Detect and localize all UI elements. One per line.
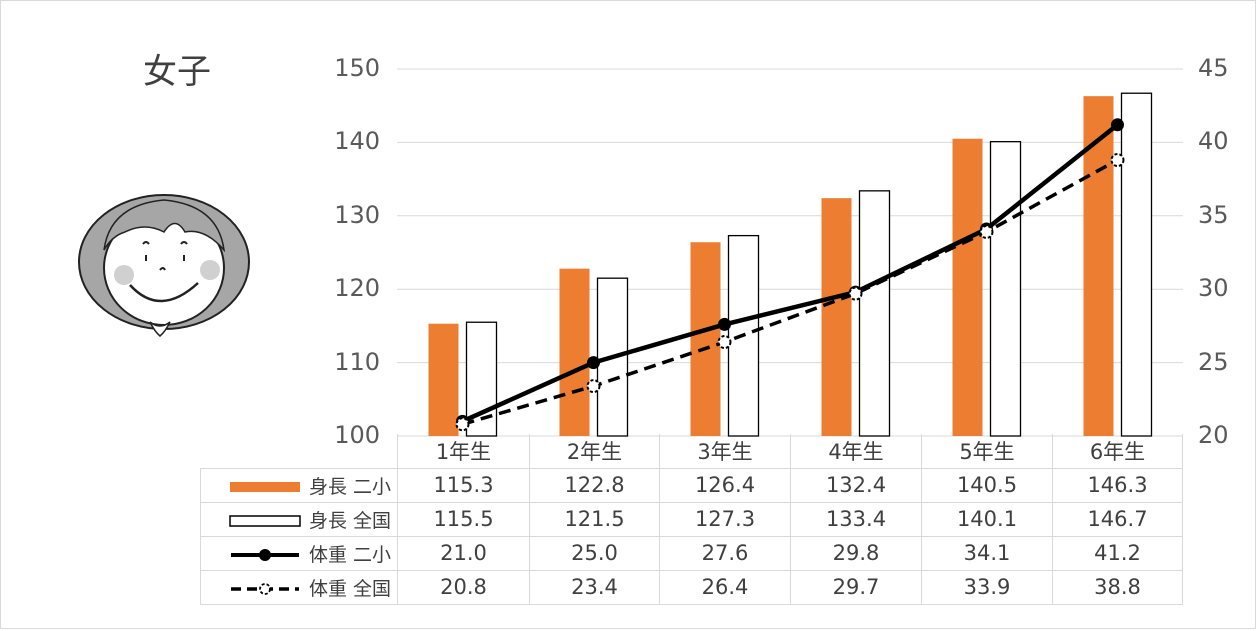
category-label: 5年生	[921, 434, 1053, 469]
bar-zenkoku-height	[989, 141, 1022, 437]
data-cell: 146.3	[1052, 467, 1183, 503]
legend-key-solid-line	[230, 549, 299, 561]
legend-key-bar	[229, 482, 300, 492]
legend-key-bar	[229, 515, 301, 527]
data-cell: 140.1	[921, 501, 1053, 537]
bar-zenkoku-height	[1120, 92, 1153, 437]
y-right-tick-label: 35	[1198, 200, 1229, 229]
series-name: 身長 二小	[308, 475, 391, 498]
table-row: 身長 二小 115.3 122.8 126.4 132.4 140.5 146.3	[200, 467, 1183, 503]
series-name: 身長 全国	[308, 509, 391, 532]
y-left-tick-label: 140	[334, 127, 380, 156]
y-left-tick-label: 100	[334, 421, 380, 449]
series-row-label: 身長 二小	[200, 467, 398, 503]
category-label: 2年生	[529, 434, 660, 469]
point-zenkoku-weight	[1110, 153, 1125, 168]
data-cell: 29.8	[790, 535, 922, 571]
data-cell: 132.4	[790, 467, 922, 503]
bar-nisho-height	[428, 323, 459, 436]
y-right-tick-label: 45	[1198, 54, 1229, 82]
data-cell: 146.7	[1052, 501, 1183, 537]
data-table: 1年生 2年生 3年生 4年生 5年生 6年生身長 二小 115.3 122.8 126.4 13…	[200, 434, 1183, 605]
table-corner	[201, 434, 398, 468]
data-cell: 41.2	[1052, 535, 1183, 571]
point-zenkoku-weight	[455, 417, 470, 432]
data-cell: 23.4	[529, 569, 660, 605]
y-left-tick-label: 130	[334, 200, 380, 229]
y-right-tick-label: 30	[1198, 274, 1229, 303]
data-cell: 133.4	[790, 501, 922, 537]
data-cell: 115.3	[397, 467, 530, 503]
data-cell: 122.8	[529, 467, 660, 503]
chart-title: 女子	[143, 52, 211, 92]
data-cell: 29.7	[790, 569, 922, 605]
data-cell: 34.1	[921, 535, 1053, 571]
data-cell: 27.6	[659, 535, 791, 571]
legend-key-dashed-line	[230, 583, 299, 595]
bar-zenkoku-height	[727, 234, 760, 437]
point-nisho-weight	[587, 356, 600, 370]
data-cell: 20.8	[397, 569, 530, 605]
data-cell: 140.5	[921, 467, 1053, 503]
category-label: 6年生	[1052, 434, 1183, 469]
category-label: 4年生	[790, 434, 922, 469]
data-cell: 126.4	[659, 467, 791, 503]
line-zenkoku-weight	[462, 158, 1119, 426]
point-zenkoku-weight	[586, 379, 601, 394]
series-row-label: 体重 全国	[200, 569, 398, 605]
bar-nisho-height	[559, 268, 590, 436]
category-label: 3年生	[659, 434, 791, 469]
point-zenkoku-weight	[848, 286, 863, 301]
bar-nisho-height	[1083, 96, 1114, 437]
series-row-label: 身長 全国	[200, 501, 398, 537]
y-right-tick-label: 20	[1198, 421, 1229, 449]
data-cell: 121.5	[529, 501, 660, 537]
y-right-tick-label: 25	[1198, 347, 1229, 376]
data-cell: 26.4	[659, 569, 791, 605]
data-cell: 115.5	[397, 501, 530, 537]
series-row-label: 体重 二小	[200, 535, 398, 571]
point-zenkoku-weight	[717, 335, 732, 350]
series-name: 体重 二小	[308, 543, 391, 566]
bar-nisho-height	[690, 242, 721, 436]
y-left-tick-label: 120	[334, 274, 380, 303]
y-left-tick-label: 150	[334, 54, 380, 82]
bar-nisho-height	[952, 138, 983, 437]
data-cell: 25.0	[529, 535, 660, 571]
point-nisho-weight	[1111, 118, 1124, 132]
data-cell: 127.3	[659, 501, 791, 537]
data-cell: 21.0	[397, 535, 530, 571]
data-cell: 33.9	[921, 569, 1053, 605]
y-left-tick-label: 110	[334, 347, 380, 376]
line-nisho-weight	[461, 123, 1119, 424]
point-nisho-weight	[718, 317, 731, 331]
y-right-tick-label: 40	[1198, 127, 1229, 156]
bar-zenkoku-height	[858, 190, 891, 437]
table-row: 身長 全国 115.5 121.5 127.3 133.4 140.1 146.7	[200, 501, 1183, 537]
girl-face-illustration	[78, 194, 250, 337]
table-row: 体重 全国 20.8 23.4 26.4 29.7 33.9 38.8	[200, 569, 1183, 605]
point-zenkoku-weight	[979, 224, 994, 239]
data-cell: 38.8	[1052, 569, 1183, 605]
series-name: 体重 全国	[308, 577, 391, 600]
bar-nisho-height	[821, 198, 852, 436]
category-label: 1年生	[397, 434, 530, 469]
table-row: 体重 二小 21.0 25.0 27.6 29.8 34.1 41.2	[200, 535, 1183, 571]
